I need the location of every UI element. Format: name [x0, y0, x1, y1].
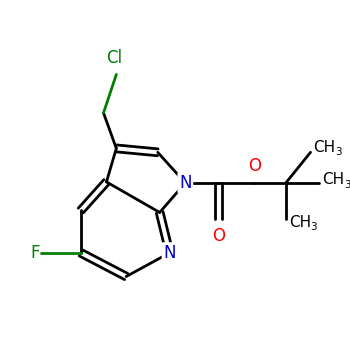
Text: CH: CH	[322, 173, 344, 188]
Text: CH: CH	[289, 215, 311, 230]
Text: CH: CH	[314, 140, 336, 155]
Text: Cl: Cl	[106, 49, 122, 66]
Text: 3: 3	[344, 180, 350, 190]
Text: F: F	[30, 244, 40, 262]
Text: 3: 3	[310, 222, 317, 232]
Text: N: N	[163, 244, 176, 262]
Text: O: O	[248, 157, 261, 175]
Text: N: N	[179, 174, 191, 192]
Text: O: O	[212, 227, 225, 245]
Text: 3: 3	[335, 147, 342, 158]
